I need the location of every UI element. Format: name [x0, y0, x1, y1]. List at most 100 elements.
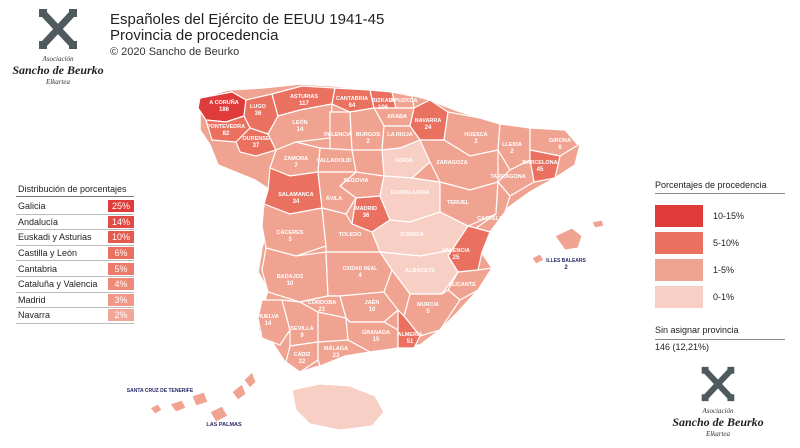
province-count: 106 — [378, 105, 389, 111]
province-label: MADRID — [355, 206, 377, 212]
province-count: 14 — [297, 127, 304, 133]
legend-swatch — [655, 231, 703, 254]
legend-title: Porcentajes de procedencia — [655, 180, 785, 194]
province-label: LLEIDA — [502, 142, 522, 148]
distribution-row: Navarra 2% — [16, 308, 134, 324]
province-count: 15 — [373, 337, 380, 343]
distribution-row: Castilla y León 6% — [16, 246, 134, 262]
province-label: MÁLAGA — [324, 345, 348, 352]
province-label: SEVILLA — [290, 326, 313, 332]
baleares-island-ibiza — [531, 253, 545, 265]
association-logo-bottom: Asociación Sancho de Beurko Elkartea — [668, 366, 768, 438]
province-label: BURGOS — [356, 132, 380, 138]
province-label: BADAJOZ — [277, 274, 304, 280]
legend-item: 5-10% — [655, 229, 785, 256]
legend-item: 10-15% — [655, 202, 785, 229]
province-label: HUESCA — [464, 132, 487, 138]
province-count: 37 — [253, 143, 260, 149]
province-label: ALBACETE — [405, 268, 435, 274]
province-label: TOLEDO — [339, 232, 363, 238]
distribution-region-label: Galicia — [18, 201, 46, 212]
province-count: 34 — [293, 199, 300, 205]
province-count: 5 — [426, 309, 430, 315]
distribution-row: Madrid 3% — [16, 293, 134, 309]
province-label: ZARAGOZA — [436, 160, 467, 166]
province-count: 9 — [300, 333, 304, 339]
province-count: 10 — [287, 281, 294, 287]
distribution-table: Distribución de porcentajes Galicia 25% An… — [16, 184, 134, 324]
percentage-legend: Porcentajes de procedencia 10-15% 5-10% 1-… — [655, 180, 785, 310]
logo-subtitle: Elkartea — [45, 78, 71, 86]
logo-name: Sancho de Beurko — [672, 415, 764, 429]
distribution-percentage: 3% — [108, 293, 134, 306]
province-count: 2 — [366, 139, 370, 145]
province-count: 22 — [299, 359, 306, 365]
unassigned-title: Sin asignar provincia — [655, 323, 785, 340]
province-label: SEGOVIA — [343, 178, 368, 184]
association-logo: Asociación Sancho de Beurko Elkartea — [8, 8, 108, 86]
distribution-percentage: 4% — [108, 278, 134, 291]
map-subtitle: Provincia de procedencia — [110, 27, 279, 44]
province-label: ALICANTE — [448, 282, 476, 288]
province-label: CÓRDOBA — [308, 298, 336, 306]
province-label: NAVARRA — [415, 118, 442, 124]
province-count: 25 — [453, 255, 460, 261]
province-count: 4 — [358, 273, 362, 279]
province-label: LA RIOJA — [387, 132, 412, 138]
marruecos-espanol-shape — [291, 383, 385, 431]
distribution-percentage: 25% — [108, 200, 134, 213]
distribution-region-label: Cantabria — [18, 263, 58, 274]
province-tarragona — [497, 159, 535, 197]
province-label: CÁCERES — [277, 229, 304, 236]
province-count: 186 — [219, 107, 230, 113]
province-label: BARCELONA — [522, 160, 557, 166]
province-label: LUGO — [250, 104, 267, 110]
province-count: 2 — [510, 149, 514, 155]
province-count: 3 — [288, 237, 292, 243]
province-barcelona — [529, 149, 561, 183]
province-count: 45 — [537, 167, 544, 173]
distribution-row: Euskadi y Asturias 10% — [16, 230, 134, 246]
province-label: CIUDAD REAL — [343, 266, 377, 272]
distribution-row: Cataluña y Valencia 4% — [16, 277, 134, 293]
legend-label: 10-15% — [713, 210, 745, 221]
province-label: TERUEL — [447, 200, 470, 206]
logo-name: Sancho de Beurko — [12, 63, 104, 77]
province-count: 21 — [319, 307, 326, 313]
province-cádiz — [285, 341, 319, 373]
province-label: ILLES BALEARS — [546, 258, 586, 264]
province-label: GUADALAJARA — [391, 190, 430, 196]
province-label: PALENCIA — [324, 132, 352, 138]
unassigned-province-note: Sin asignar provincia 146 (12,21%) — [655, 323, 785, 354]
legend-swatch — [655, 285, 703, 308]
province-label: CUENCA — [400, 232, 424, 238]
map-title: Españoles del Ejército de EEUU 1941-45 — [110, 11, 385, 28]
province-count: 2 — [564, 265, 568, 271]
province-label: VALENCIA — [442, 248, 470, 254]
canary-islands — [149, 371, 257, 423]
province-count: 6 — [558, 145, 562, 151]
province-label: CÁDIZ — [294, 351, 311, 358]
province-count: 23 — [333, 353, 340, 359]
distribution-region-label: Madrid — [18, 294, 46, 305]
legend-swatch — [655, 204, 703, 227]
legend-label: 0-1% — [713, 291, 735, 302]
province-count: 14 — [265, 321, 272, 327]
province-label: LAS PALMAS — [206, 422, 242, 428]
distribution-percentage: 14% — [108, 215, 134, 228]
distribution-row: Galicia 25% — [16, 199, 134, 215]
distribution-row: Andalucía 14% — [16, 215, 134, 231]
distribution-region-label: Navarra — [18, 310, 51, 321]
province-label: HUELVA — [257, 314, 279, 320]
distribution-region-label: Cataluña y Valencia — [18, 279, 98, 290]
legend-label: 1-5% — [713, 264, 735, 275]
province-label: A CORUÑA — [209, 99, 238, 106]
province-label: ARABA — [387, 114, 407, 120]
province-label: ASTURIAS — [290, 94, 318, 100]
province-label: ÁVILA — [326, 195, 343, 202]
province-almería — [397, 308, 421, 349]
province-label: OURENSE — [242, 136, 270, 142]
province-girona — [529, 127, 579, 157]
distribution-percentage: 6% — [108, 247, 134, 260]
